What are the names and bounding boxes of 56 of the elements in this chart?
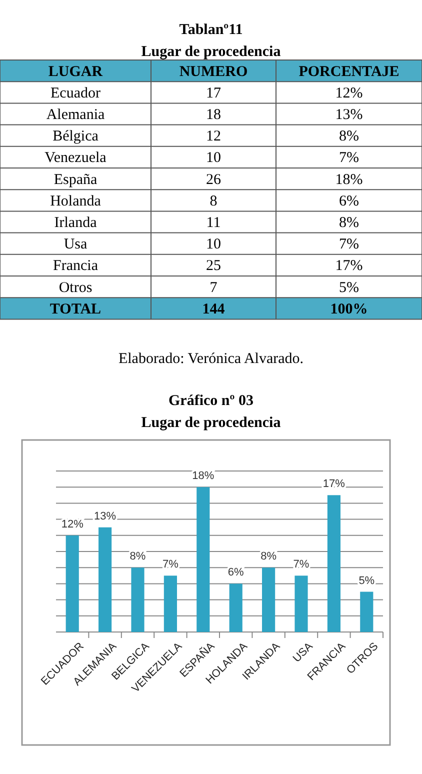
text: 17 [206,85,222,102]
bar [294,576,308,632]
text: 18 [206,107,221,123]
text: 6% [339,193,359,210]
text: 100% [330,301,368,318]
text: 12 [206,128,221,145]
text: 10 [206,236,221,253]
text: 7 [210,280,218,296]
data-label: 8% [130,550,146,563]
text: PORCENTAJE [298,64,400,80]
text: Francia [53,258,98,274]
bar [66,535,79,632]
text: NUMERO [179,64,248,80]
text: Tablanº11 [179,22,243,38]
text: 8 [210,193,218,210]
text: Venezuela [44,150,107,166]
data-label: 18% [192,470,214,482]
chart-subtitle: Lugar de procedencia [141,415,282,431]
text: Otros [58,280,92,296]
text: 17% [335,258,363,274]
text: Alemania [46,107,105,123]
text: 144 [202,301,226,318]
data-label: 8% [260,550,277,563]
text: España [54,172,98,188]
text: TOTAL [50,301,102,318]
text: 11 [206,215,221,231]
text: 8% [339,128,359,145]
text: 25 [206,258,221,274]
bar [262,568,276,632]
bar [98,527,112,632]
bar [131,568,144,632]
text: 5% [339,280,359,296]
text: 7% [339,236,359,253]
text: 13% [335,107,363,123]
text: Bélgica [52,128,99,145]
bar [164,576,177,632]
chart-title: Gráfico nº 03 [168,393,254,409]
text: Usa [64,236,88,253]
bar [196,487,210,632]
text: 26 [206,172,222,188]
text: Elaborado: Verónica Alvarado. [118,351,304,367]
text: Holanda [50,193,102,210]
data-label: 12% [61,518,84,530]
text: 10 [206,150,221,166]
text: Lugar de procedencia [141,44,282,60]
bar [327,495,340,632]
text: Ecuador [50,85,100,102]
bar [360,592,374,632]
text: LUGAR [48,64,103,80]
data-label: 6% [228,566,244,579]
text: 18% [335,172,363,188]
text: 12% [335,85,363,102]
text: 8% [339,215,359,231]
text: Irlanda [54,215,98,231]
text: 7% [339,150,359,166]
bar [229,584,242,632]
